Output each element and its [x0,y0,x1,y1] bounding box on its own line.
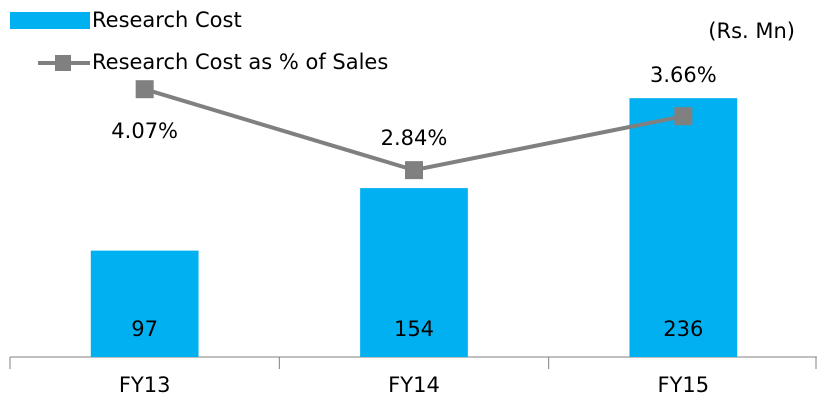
legend-marker [55,55,71,71]
unit-label: (Rs. Mn) [708,19,795,43]
bar-value-label: 97 [131,317,158,341]
legend-label: Research Cost [92,8,242,32]
legend-swatch [10,12,90,29]
bar [360,188,468,357]
line-marker [135,80,154,99]
legend-label: Research Cost as % of Sales [92,50,388,74]
bar [629,98,738,357]
x-tick-label: FY13 [119,373,171,397]
line-value-label: 2.84% [381,126,448,150]
bar [90,250,199,357]
line-value-label: 3.66% [650,63,717,87]
line-marker [674,107,693,126]
bar-value-label: 154 [394,317,434,341]
line-marker [405,161,423,180]
x-tick-label: FY14 [388,373,440,397]
line-value-label: 4.07% [111,119,178,143]
bar-value-label: 236 [663,317,703,341]
x-tick-label: FY15 [658,373,710,397]
